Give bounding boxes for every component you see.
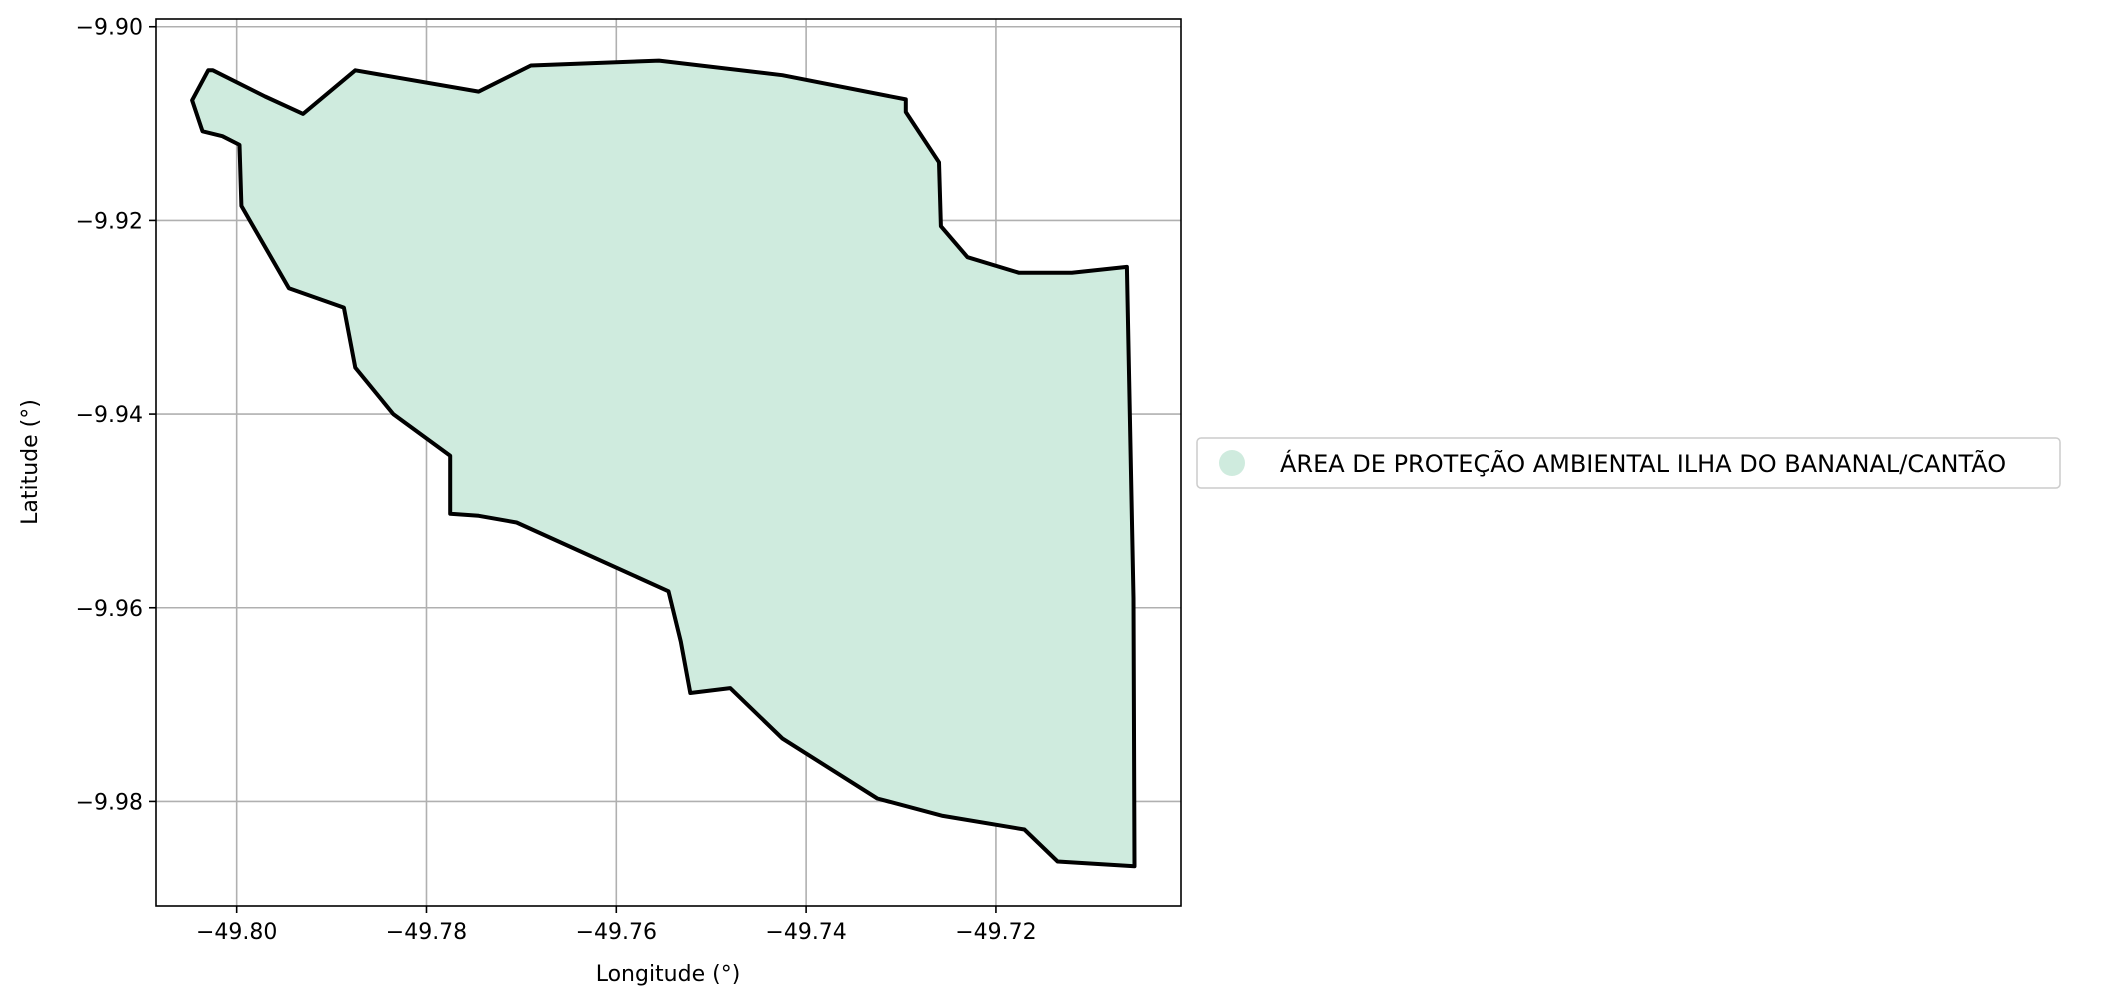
x-tick-label: −49.80	[196, 920, 277, 945]
x-tick-label: −49.74	[765, 920, 846, 945]
plot-frame	[155, 18, 1182, 907]
legend-box	[1196, 437, 2061, 489]
y-axis-ticks: −9.90 −9.92 −9.94 −9.96 −9.98	[76, 16, 156, 815]
y-tick-label: −9.98	[76, 790, 143, 815]
y-axis-label: Latitude (°)	[18, 399, 43, 525]
x-axis-label: Longitude (°)	[596, 962, 741, 987]
x-tick-label: −49.72	[955, 920, 1036, 945]
y-tick-label: −9.96	[76, 597, 143, 622]
x-tick-label: −49.76	[576, 920, 657, 945]
legend: ÁREA DE PROTEÇÃO AMBIENTAL ILHA DO BANAN…	[1196, 437, 2061, 489]
protected-area-polygon[interactable]	[190, 58, 1137, 869]
legend-label: ÁREA DE PROTEÇÃO AMBIENTAL ILHA DO BANAN…	[1280, 448, 2006, 478]
map-axes: −49.80 −49.78 −49.76 −49.74 −49.72 −9.90−9.9…	[18, 16, 1182, 987]
y-tick-label: −9.90	[76, 16, 143, 41]
legend-marker-icon	[1219, 450, 1245, 476]
x-tick-label: −49.78	[386, 920, 467, 945]
y-tick-label: −9.94	[76, 403, 143, 428]
y-tick-label: −9.92	[76, 209, 143, 234]
x-axis-ticks: −49.80 −49.78 −49.76 −49.74 −49.72	[196, 906, 1037, 945]
